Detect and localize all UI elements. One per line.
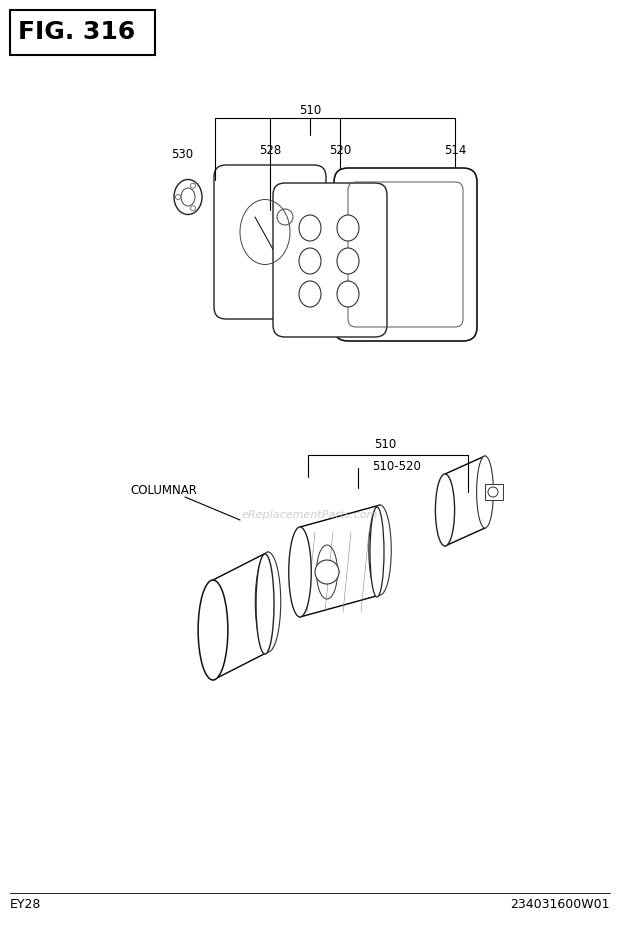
Text: EY28: EY28 [10,898,42,911]
Text: 528: 528 [259,144,281,156]
Circle shape [190,206,195,211]
FancyBboxPatch shape [334,168,477,341]
FancyBboxPatch shape [214,165,326,319]
Ellipse shape [299,281,321,307]
Ellipse shape [369,505,391,595]
Ellipse shape [198,580,228,680]
Ellipse shape [435,474,454,546]
Ellipse shape [299,248,321,274]
Text: eReplacementParts.com: eReplacementParts.com [242,510,378,520]
Text: 510: 510 [299,104,321,117]
Circle shape [315,560,339,584]
Ellipse shape [477,456,494,528]
Text: 510: 510 [374,439,396,452]
Text: 510-520: 510-520 [372,460,421,473]
Ellipse shape [299,215,321,241]
Bar [485,484,503,500]
Text: 530: 530 [171,148,193,161]
Ellipse shape [181,188,195,206]
Ellipse shape [337,215,359,241]
Bar [10,10,155,55]
FancyBboxPatch shape [273,183,387,337]
Ellipse shape [370,507,384,597]
Text: 514: 514 [444,144,466,156]
Circle shape [190,183,195,188]
Ellipse shape [337,248,359,274]
Circle shape [488,487,498,497]
Text: 234031600W01: 234031600W01 [510,898,610,911]
Circle shape [175,194,180,199]
Text: FIG. 316: FIG. 316 [18,20,135,44]
Ellipse shape [174,180,202,215]
Ellipse shape [289,527,311,617]
Text: COLUMNAR: COLUMNAR [130,483,197,496]
Ellipse shape [256,554,274,654]
Ellipse shape [337,281,359,307]
Text: 520: 520 [329,144,351,156]
Ellipse shape [255,552,281,652]
